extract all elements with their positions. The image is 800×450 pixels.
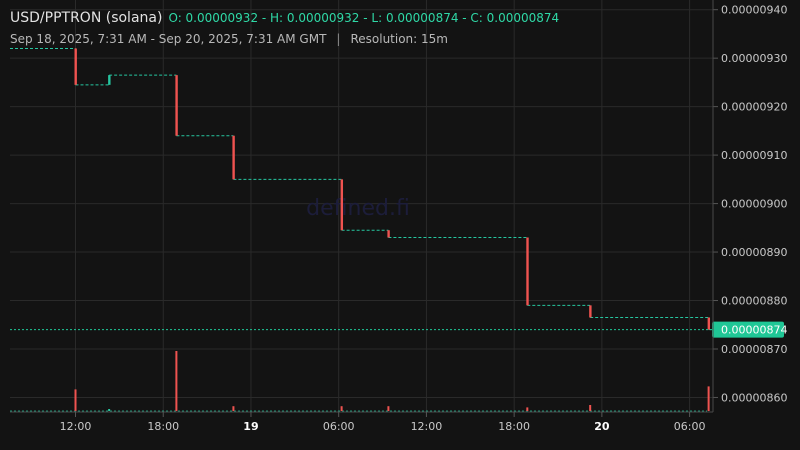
date-range: Sep 18, 2025, 7:31 AM - Sep 20, 2025, 7:… — [10, 32, 327, 46]
volume-bar — [175, 351, 178, 411]
pair-name: USD/PPTRON (solana) — [10, 10, 163, 26]
separator: | — [336, 32, 341, 46]
y-tick-label: 0.00000940 — [721, 4, 787, 17]
watermark: defined.fi — [306, 196, 410, 221]
y-tick-label: 0.00000920 — [721, 101, 787, 114]
volume-bar — [589, 405, 592, 411]
y-tick-label: 0.00000930 — [721, 52, 787, 65]
candle — [108, 75, 111, 85]
x-tick-label: 06:00 — [323, 420, 355, 433]
x-tick-label: 12:00 — [60, 420, 92, 433]
volume-bar — [74, 389, 77, 411]
y-tick-label: 0.00000900 — [721, 198, 787, 211]
volume-bar — [340, 406, 343, 411]
chart-subtitle: Sep 18, 2025, 7:31 AM - Sep 20, 2025, 7:… — [10, 32, 448, 46]
candle — [387, 230, 390, 238]
volume-bars — [10, 351, 710, 412]
y-tick-label: 0.00000880 — [721, 295, 787, 308]
last-price-badge — [712, 321, 784, 338]
volume-bar — [387, 406, 390, 411]
volume-bar — [232, 406, 235, 411]
volume-bar — [108, 409, 111, 411]
grid — [10, 0, 713, 412]
x-tick-label: 20 — [594, 420, 610, 433]
last-price-label: 0.00000874 — [721, 324, 787, 337]
x-tick-label: 12:00 — [411, 420, 443, 433]
resolution: Resolution: 15m — [350, 32, 448, 46]
volume-bar — [707, 386, 710, 411]
candle — [526, 237, 529, 306]
candle — [232, 135, 235, 180]
y-tick-label: 0.00000870 — [721, 343, 787, 356]
y-tick-label: 0.00000910 — [721, 149, 787, 162]
y-tick-label: 0.00000890 — [721, 246, 787, 259]
candles — [74, 48, 711, 330]
y-axis: 0.00000940 0.00000930 0.00000920 0.00000910… — [712, 0, 787, 412]
x-tick-label: 18:00 — [498, 420, 530, 433]
x-tick-label: 19 — [243, 420, 258, 433]
chart-legend: USD/PPTRON (solana) O: 0.00000932 - H: 0.… — [10, 10, 559, 26]
x-tick-label: 06:00 — [674, 420, 706, 433]
x-axis: 12:00 18:00 19 06:00 12:00 18:00 20 06:00 — [10, 411, 713, 433]
last-price-line: 0.00000874 — [10, 321, 787, 338]
ohlc-values: O: 0.00000932 - H: 0.00000932 - L: 0.000… — [168, 11, 560, 25]
y-tick-label: 0.00000860 — [721, 391, 787, 404]
candle — [74, 48, 77, 85]
candle — [707, 317, 711, 330]
x-tick-label: 18:00 — [147, 420, 179, 433]
candle — [175, 75, 178, 136]
candle — [589, 305, 592, 318]
volume-bar — [526, 407, 529, 411]
price-steps — [10, 47, 712, 331]
candle — [340, 179, 344, 231]
